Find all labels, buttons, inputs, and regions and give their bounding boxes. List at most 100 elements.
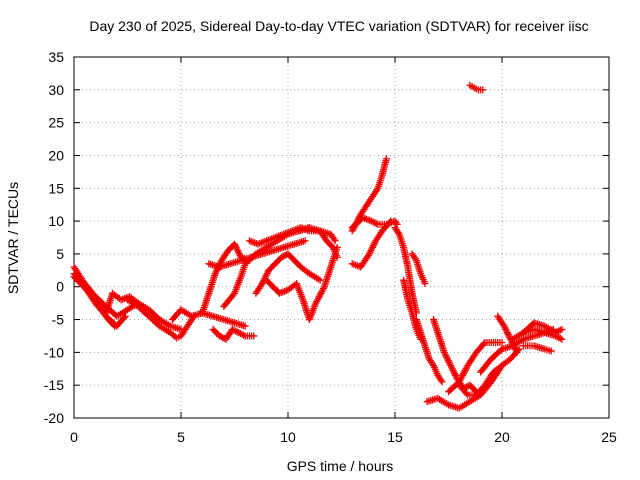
data-point (120, 314, 128, 322)
data-point (231, 242, 239, 250)
data-point (241, 322, 249, 330)
data-point (235, 329, 243, 337)
y-tick-label: 5 (56, 246, 64, 262)
data-point (330, 235, 338, 243)
data-point (553, 333, 561, 341)
data-point (443, 355, 451, 363)
data-point (502, 325, 510, 333)
data-point (450, 368, 458, 376)
x-tick-label: 25 (601, 429, 617, 445)
data-point (262, 273, 270, 281)
data-point (555, 327, 563, 335)
grid-lines (74, 57, 609, 418)
data-point (547, 347, 555, 355)
data-point (369, 218, 377, 226)
data-point (369, 243, 377, 251)
data-point (369, 242, 377, 250)
data-point (368, 245, 376, 253)
y-tick-label: -10 (44, 344, 64, 360)
data-point (394, 229, 402, 237)
axis-tick-labels: 0 5 10 15 20 25 -20 -15 -10 -5 0 5 10 15 20 25 30 35 (44, 49, 617, 445)
data-point (109, 321, 117, 329)
data-point (320, 284, 328, 292)
x-tick-label: 10 (280, 429, 296, 445)
data-point (258, 279, 266, 287)
data-point (442, 352, 450, 360)
data-point (447, 363, 455, 371)
data-point (367, 247, 375, 255)
data-point (233, 245, 241, 253)
data-point (212, 268, 220, 276)
data-point (279, 252, 287, 260)
data-point (234, 247, 242, 255)
data-point (235, 250, 243, 258)
data-point (558, 335, 566, 343)
data-point (440, 348, 448, 356)
y-tick-label: -20 (44, 410, 64, 426)
data-point (441, 350, 449, 358)
data-point (232, 243, 240, 251)
data-point (503, 329, 511, 337)
data-point (316, 276, 324, 284)
data-point (446, 360, 454, 368)
data-point (447, 361, 455, 369)
data-point (513, 348, 521, 356)
data-point (451, 371, 459, 379)
data-point (503, 327, 511, 335)
y-tick-label: 25 (48, 115, 64, 131)
data-point (438, 378, 446, 386)
data-point (111, 322, 119, 330)
y-tick-label: 35 (48, 49, 64, 65)
y-tick-label: 0 (56, 279, 64, 295)
data-point (463, 390, 471, 398)
x-tick-label: 0 (70, 429, 78, 445)
data-point (556, 334, 564, 342)
y-tick-label: 20 (48, 147, 64, 163)
data-point (437, 376, 445, 384)
axis-ticks (73, 56, 610, 419)
data-point (233, 328, 241, 336)
data-point (331, 237, 339, 245)
data-point (511, 343, 519, 351)
data-point (411, 255, 419, 263)
data-point (449, 366, 457, 374)
data-point (511, 345, 519, 353)
chart-title: Day 230 of 2025, Sidereal Day-to-day VTE… (89, 18, 588, 34)
data-point (552, 332, 559, 340)
data-point (501, 324, 509, 332)
x-tick-label: 5 (177, 429, 185, 445)
data-point (278, 253, 286, 261)
data-point (504, 330, 512, 338)
data-point (500, 322, 508, 330)
data-point (228, 325, 236, 333)
data-point (512, 347, 520, 355)
data-point (382, 155, 390, 163)
y-tick-label: -5 (52, 312, 65, 328)
data-point (372, 220, 380, 228)
data-point (480, 340, 488, 348)
data-point (263, 270, 271, 278)
data-point (428, 360, 436, 368)
data-point (365, 250, 373, 258)
data-point (373, 186, 381, 194)
y-tick-label: 10 (48, 213, 64, 229)
data-point (121, 312, 129, 320)
data-point (216, 332, 224, 340)
plot-frame (73, 56, 610, 419)
data-point (479, 86, 487, 94)
data-points (70, 81, 566, 412)
data-point (231, 240, 238, 248)
x-tick-label: 20 (494, 429, 510, 445)
data-point (387, 217, 395, 225)
data-point (448, 365, 456, 373)
data-point (371, 219, 379, 227)
y-tick-label: 15 (48, 180, 64, 196)
data-point (555, 334, 563, 342)
data-point (366, 248, 374, 256)
data-point (556, 326, 564, 334)
y-tick-label: -15 (44, 377, 64, 393)
y-tick-label: 30 (48, 82, 64, 98)
data-point (235, 248, 243, 256)
data-point (444, 357, 452, 365)
